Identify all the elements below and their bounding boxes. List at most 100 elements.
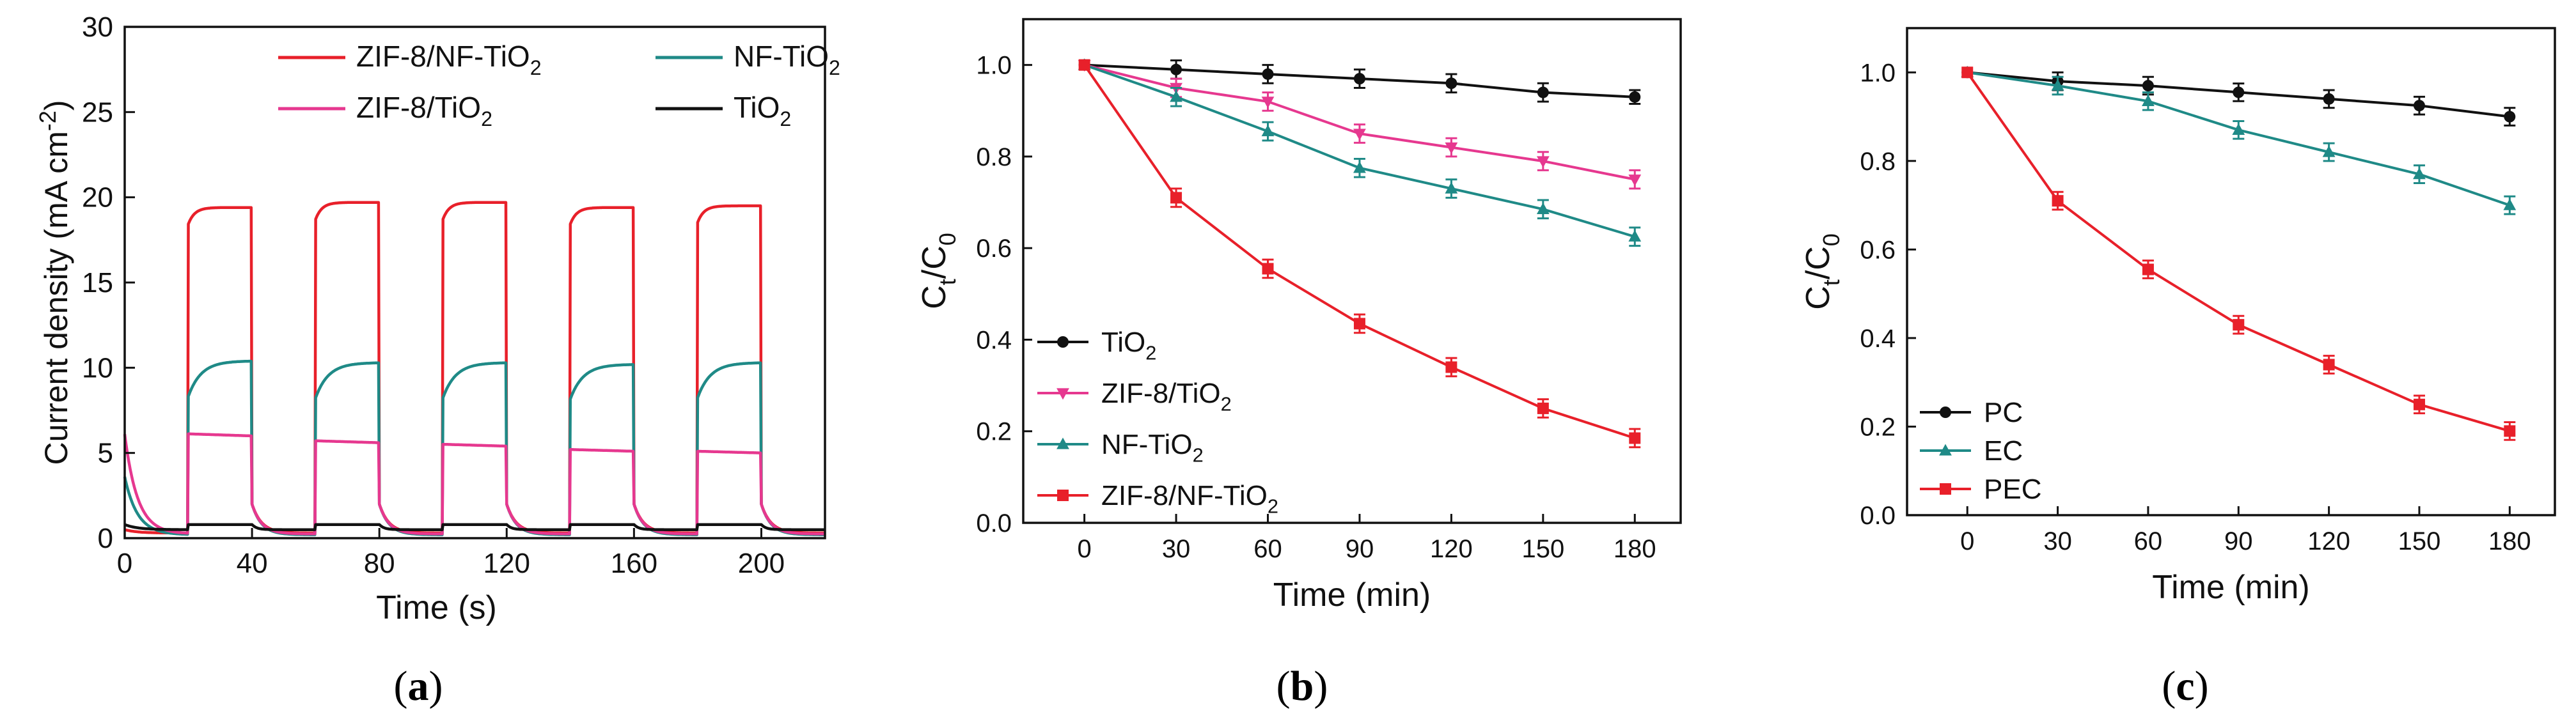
- series-line-1: [123, 359, 826, 536]
- data-point-1-5: [2413, 167, 2426, 180]
- data-point-1-2: [2142, 94, 2155, 106]
- x-tick-label-5: 150: [1521, 535, 1564, 563]
- legend-marker-3: [1057, 490, 1069, 501]
- data-point-0-5: [2413, 100, 2425, 112]
- x-tick-label-0: 0: [117, 548, 132, 579]
- x-tick-label-3: 90: [2224, 527, 2253, 555]
- legend-label-0: TiO2: [1101, 327, 1156, 364]
- panel-b-caption-letter: b: [1291, 663, 1314, 709]
- y-tick-label-1: 5: [98, 438, 113, 469]
- y-tick-label-0: 0.0: [976, 509, 1012, 538]
- x-tick-label-4: 120: [1430, 535, 1473, 563]
- x-tick-label-2: 60: [1253, 535, 1282, 563]
- data-point-2-4: [2323, 359, 2335, 371]
- panel-b-degradation-chart: 0 30 60 90 120 150 180 0.0 0.2 0.4 0.6 0.8 1.0 Time (…: [916, 18, 1682, 614]
- plot-frame: [1022, 18, 1682, 524]
- x-tick-label-6: 180: [1614, 535, 1656, 563]
- data-point-2-3: [1353, 161, 1366, 173]
- data-point-1-4: [2322, 145, 2336, 157]
- data-point-2-6: [2504, 425, 2516, 437]
- legend-marker-2: [1056, 437, 1069, 449]
- legend: ZIF-8/NF-TiO2 NF-TiO2 ZIF-8/TiO2 TiO2: [278, 40, 840, 130]
- panel-c-caption: (c): [2162, 663, 2208, 709]
- legend: PC EC PEC: [1920, 397, 2041, 505]
- panel-b-caption: (b): [1276, 663, 1328, 709]
- data-point-2-1: [2052, 195, 2064, 207]
- panel-a-caption: (a): [394, 663, 443, 709]
- panel-c-caption-letter: c: [2176, 663, 2194, 709]
- data-point-0-4: [1445, 77, 1457, 89]
- data-point-2-0: [1961, 66, 1974, 79]
- legend-label-2: ZIF-8/TiO2: [356, 91, 492, 130]
- x-tick-label-0: 0: [1078, 535, 1092, 563]
- y-tick-label-0: 0.0: [1860, 502, 1896, 530]
- x-tick-label-2: 60: [2134, 527, 2163, 555]
- legend-marker-1: [1939, 444, 1952, 456]
- panel-a-current-density-chart: 0 40 80 120 160 200 0 5 10 15 20 25 30 Time (s) Curren…: [35, 12, 840, 626]
- legend-label-3: TiO2: [734, 91, 791, 130]
- data-point-0-3: [1353, 73, 1365, 85]
- legend-label-1: EC: [1984, 435, 2023, 467]
- data-point-2-5: [1536, 202, 1550, 214]
- data-point-3-1: [1170, 192, 1182, 204]
- y-axis-label: Current density (mA cm-2): [35, 100, 74, 465]
- data-point-3-3: [1353, 318, 1365, 330]
- y-tick-label-5: 1.0: [1860, 59, 1896, 87]
- y-tick-label-5: 25: [82, 97, 113, 128]
- legend-marker-2: [1940, 483, 1951, 495]
- x-tick-label-3: 90: [1346, 535, 1374, 563]
- data-point-2-3: [2233, 319, 2245, 331]
- data-point-3-2: [1262, 263, 1274, 275]
- data-point-1-3: [1353, 128, 1366, 141]
- y-tick-label-5: 1.0: [976, 52, 1012, 80]
- y-tick-label-2: 10: [82, 352, 113, 383]
- x-tick-label-0: 0: [1960, 527, 1974, 555]
- legend-label-1: ZIF-8/TiO2: [1101, 378, 1232, 415]
- x-tick-label-2: 80: [364, 548, 395, 579]
- y-tick-label-1: 0.2: [976, 418, 1012, 446]
- series-0: [1078, 59, 1641, 105]
- y-tick-label-3: 15: [82, 267, 113, 298]
- data-point-0-6: [2504, 111, 2516, 123]
- data-point-0-3: [2233, 86, 2245, 98]
- y-tick-label-3: 0.6: [1860, 236, 1896, 264]
- legend-marker-0: [1057, 336, 1069, 348]
- series-2: [1961, 66, 2516, 441]
- series-line-2: [1083, 63, 1635, 238]
- data-point-3-6: [1629, 432, 1641, 444]
- series-line-0: [123, 201, 826, 535]
- data-point-0-2: [1262, 68, 1274, 80]
- data-point-2-1: [1170, 90, 1182, 102]
- data-point-2-6: [1628, 229, 1642, 242]
- data-point-3-5: [1537, 402, 1549, 414]
- y-axis-label: Ct/C0: [1800, 233, 1844, 310]
- data-point-1-5: [1536, 156, 1550, 168]
- series-line-3: [123, 523, 826, 531]
- y-tick-label-4: 20: [82, 182, 113, 213]
- data-point-0-1: [1170, 63, 1182, 75]
- y-tick-label-4: 0.8: [976, 143, 1012, 171]
- series-0: [1961, 66, 2516, 127]
- series-3: [1078, 59, 1641, 449]
- legend-label-1: NF-TiO2: [734, 40, 840, 79]
- x-tick-label-1: 30: [2043, 527, 2072, 555]
- data-point-0-4: [2323, 93, 2335, 105]
- y-tick-label-1: 0.2: [1860, 413, 1896, 441]
- data-point-2-4: [1445, 182, 1458, 194]
- y-tick-label-3: 0.6: [976, 235, 1012, 263]
- plot-frame: [1906, 27, 2556, 516]
- x-tick-label-4: 120: [2307, 527, 2350, 555]
- data-point-2-2: [2142, 263, 2154, 275]
- x-axis-label: Time (min): [1273, 577, 1431, 614]
- legend-label-3: ZIF-8/NF-TiO2: [1101, 480, 1278, 517]
- legend-marker-1: [1056, 388, 1069, 400]
- series-2: [1078, 58, 1642, 247]
- data-point-2-5: [2413, 398, 2425, 410]
- x-tick-label-1: 30: [1162, 535, 1191, 563]
- data-point-1-1: [2051, 79, 2064, 91]
- data-point-1-6: [1628, 174, 1642, 187]
- data-point-1-3: [2232, 123, 2245, 135]
- y-tick-label-4: 0.8: [1860, 148, 1896, 176]
- x-tick-label-6: 180: [2488, 527, 2531, 555]
